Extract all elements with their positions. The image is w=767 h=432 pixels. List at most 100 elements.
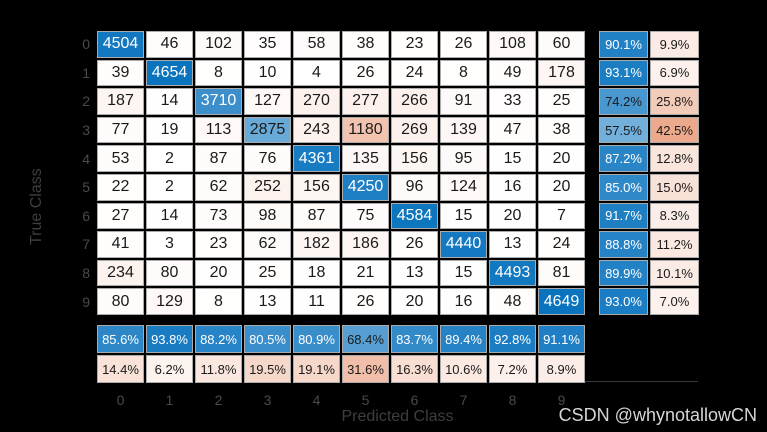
matrix-cell: 48 — [489, 288, 536, 315]
matrix-cell: 76 — [244, 145, 291, 172]
matrix-cell: 11 — [293, 288, 340, 315]
col-tick-label: 0 — [116, 392, 125, 408]
col-tick-label: 1 — [165, 392, 174, 408]
row-summary-error-cell: 11.2% — [650, 231, 699, 258]
matrix-cell: 13 — [489, 231, 536, 258]
matrix-cell: 1180 — [342, 116, 389, 144]
row-tick-label: 7 — [82, 236, 90, 253]
col-summary-error-cell: 31.6% — [342, 355, 389, 383]
matrix-cell: 4493 — [489, 259, 536, 287]
row-summary-error-cell: 42.5% — [650, 116, 699, 144]
matrix-cell: 234 — [97, 259, 144, 287]
col-summary-error-cell: 14.4% — [97, 355, 144, 383]
matrix-cell: 26 — [342, 59, 389, 87]
matrix-cell: 23 — [195, 231, 242, 258]
col-summary-correct-cell: 93.8% — [146, 325, 193, 353]
matrix-cell: 46 — [146, 31, 193, 58]
matrix-cell: 2 — [146, 174, 193, 201]
matrix-cell: 23 — [391, 31, 438, 58]
col-tick-label: 9 — [557, 392, 566, 408]
row-summary-correct-cell: 93.0% — [599, 288, 648, 315]
matrix-cell: 277 — [342, 88, 389, 115]
matrix-cell: 47 — [489, 116, 536, 144]
matrix-cell: 81 — [538, 259, 585, 287]
matrix-cell: 252 — [244, 174, 291, 201]
col-tick-label: 5 — [361, 392, 370, 408]
col-summary-correct-cell: 92.8% — [489, 325, 536, 353]
matrix-cell: 4654 — [146, 59, 193, 87]
matrix-cell: 3 — [146, 231, 193, 258]
matrix-cell: 7 — [538, 202, 585, 230]
row-summary-error-cell: 15.0% — [650, 174, 699, 201]
watermark: CSDN @whynotallowCN — [558, 405, 757, 425]
matrix-cell: 14 — [146, 202, 193, 230]
matrix-cell: 77 — [97, 116, 144, 144]
row-tick-labels: 0 1 2 3 4 5 6 7 8 9 — [56, 31, 90, 315]
column-summary-grid: 85.6% 93.8% 88.2% 80.5% 80.9% 68.4% 83.7% 89.4%… — [97, 325, 585, 383]
col-summary-correct-cell: 88.2% — [195, 325, 242, 353]
col-summary-correct-cell: 83.7% — [391, 325, 438, 353]
matrix-cell: 87 — [293, 202, 340, 230]
x-axis-title: Predicted Class — [341, 408, 454, 425]
matrix-cell: 15 — [440, 202, 487, 230]
matrix-cell: 13 — [391, 259, 438, 287]
matrix-cell: 124 — [440, 174, 487, 201]
matrix-cell: 60 — [538, 31, 585, 58]
row-summary-correct-cell: 87.2% — [599, 145, 648, 172]
matrix-cell: 108 — [489, 31, 536, 58]
row-summary-correct-cell: 91.7% — [599, 202, 648, 230]
col-summary-correct-cell: 91.1% — [538, 325, 585, 353]
matrix-cell: 8 — [440, 59, 487, 87]
row-summary-error-cell: 12.8% — [650, 145, 699, 172]
col-summary-correct-cell: 80.9% — [293, 325, 340, 353]
matrix-cell: 20 — [489, 202, 536, 230]
matrix-cell: 3710 — [195, 88, 242, 115]
matrix-cell: 14 — [146, 88, 193, 115]
matrix-cell: 87 — [195, 145, 242, 172]
col-tick-label: 6 — [410, 392, 419, 408]
matrix-cell: 20 — [538, 145, 585, 172]
row-summary-error-cell: 25.8% — [650, 88, 699, 115]
col-tick-label: 3 — [263, 392, 272, 408]
axes-baseline — [585, 381, 698, 382]
col-tick-label: 4 — [312, 392, 321, 408]
matrix-cell: 4361 — [293, 145, 340, 172]
matrix-cell: 15 — [489, 145, 536, 172]
matrix-cell: 75 — [342, 202, 389, 230]
matrix-cell: 26 — [342, 288, 389, 315]
matrix-cell: 20 — [391, 288, 438, 315]
matrix-cell: 4504 — [97, 31, 144, 58]
row-summary-correct-cell: 57.5% — [599, 116, 648, 144]
matrix-cell: 15 — [440, 259, 487, 287]
matrix-cell: 20 — [538, 174, 585, 201]
matrix-cell: 178 — [538, 59, 585, 87]
matrix-cell: 102 — [195, 31, 242, 58]
matrix-cell: 156 — [391, 145, 438, 172]
col-tick-label: 7 — [459, 392, 468, 408]
matrix-cell: 27 — [97, 202, 144, 230]
matrix-cell: 127 — [244, 88, 291, 115]
matrix-cell: 186 — [342, 231, 389, 258]
row-tick-label: 0 — [82, 36, 90, 53]
matrix-cell: 187 — [97, 88, 144, 115]
matrix-cell: 38 — [342, 31, 389, 58]
matrix-cell: 21 — [342, 259, 389, 287]
matrix-cell: 243 — [293, 116, 340, 144]
matrix-cell: 25 — [244, 259, 291, 287]
col-summary-correct-cell: 68.4% — [342, 325, 389, 353]
col-tick-label: 2 — [214, 392, 223, 408]
col-summary-correct-cell: 80.5% — [244, 325, 291, 353]
col-summary-error-cell: 10.6% — [440, 355, 487, 383]
row-summary-correct-cell: 85.0% — [599, 174, 648, 201]
matrix-cell: 62 — [195, 174, 242, 201]
matrix-cell: 35 — [244, 31, 291, 58]
matrix-cell: 58 — [293, 31, 340, 58]
matrix-cell: 18 — [293, 259, 340, 287]
row-summary-error-cell: 7.0% — [650, 288, 699, 315]
matrix-cell: 4 — [293, 59, 340, 87]
matrix-cell: 96 — [391, 174, 438, 201]
matrix-cell: 266 — [391, 88, 438, 115]
matrix-cell: 25 — [538, 88, 585, 115]
matrix-cell: 4649 — [538, 288, 585, 315]
